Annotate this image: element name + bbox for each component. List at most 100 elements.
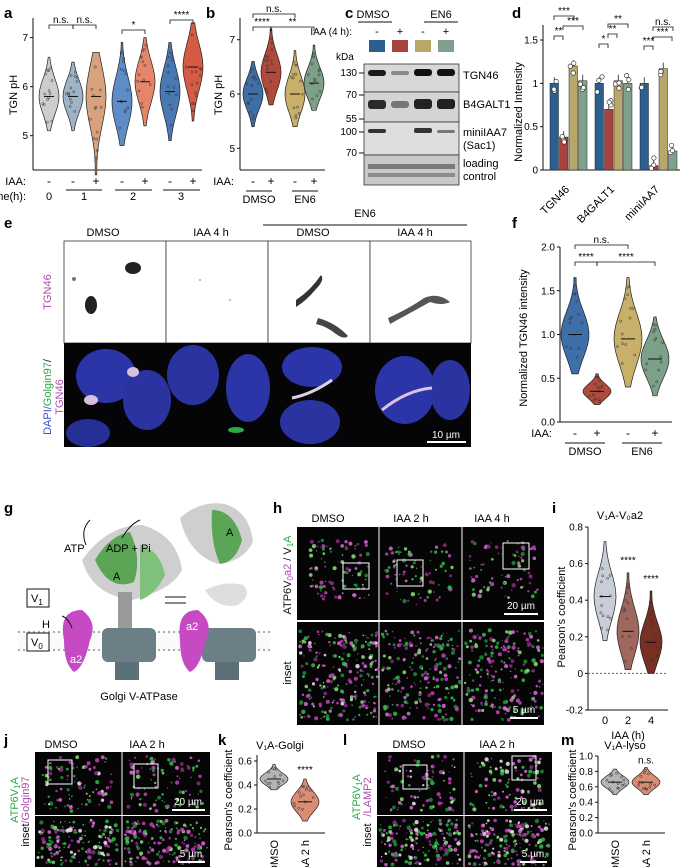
fluorescence-speckle: [432, 831, 437, 836]
fluorescence-speckle: [442, 543, 447, 547]
fluorescence-speckle: [175, 780, 180, 785]
label-v: / V: [282, 547, 294, 564]
fluorescence-speckle: [186, 829, 191, 834]
fluorescence-speckle: [199, 837, 201, 840]
fluorescence-speckle: [72, 820, 76, 824]
panel-c-kda: kDa: [336, 52, 354, 63]
golgi-spot: [127, 367, 139, 377]
fluorescence-speckle: [489, 826, 492, 829]
fluorescence-speckle: [167, 758, 171, 762]
j-roi-box: [133, 763, 159, 789]
fluorescence-speckle: [127, 829, 132, 834]
fluorescence-speckle: [349, 641, 354, 646]
fluorescence-speckle: [390, 836, 394, 840]
fluorescence-speckle: [379, 859, 383, 863]
fluorescence-speckle: [455, 818, 458, 822]
violin-a-5-point: [170, 108, 174, 111]
sig-b-2-bracket: [270, 26, 315, 31]
violin-m-0-point: [611, 790, 614, 794]
golgi-spot: [228, 427, 244, 433]
signal-blob: [125, 262, 141, 274]
panel-e-row2-label: DAPI/Golgin97/: [42, 358, 54, 435]
fluorescence-speckle: [81, 834, 83, 837]
fluorescence-speckle: [422, 846, 424, 848]
fluorescence-speckle: [126, 847, 131, 851]
fluorescence-speckle: [535, 685, 538, 688]
fluorescence-speckle: [483, 863, 487, 866]
fluorescence-speckle: [354, 697, 357, 700]
sig-d-top-2-label: n.s.: [655, 17, 671, 28]
fluorescence-speckle: [448, 688, 450, 690]
iaa-sign: +: [651, 426, 658, 440]
signal-ribbon: [296, 275, 323, 307]
fluorescence-speckle: [102, 854, 106, 857]
fluorescence-speckle: [378, 828, 383, 832]
fluorescence-speckle: [517, 654, 520, 657]
fluorescence-speckle: [445, 550, 448, 554]
violin-a-0-point: [44, 72, 48, 76]
panel-d-significance: *************n.s.******: [553, 6, 674, 50]
fluorescence-speckle: [478, 636, 482, 640]
fluorescence-speckle: [92, 821, 96, 826]
fluorescence-speckle: [414, 653, 418, 657]
sig-f-0-label: n.s.: [593, 235, 609, 246]
label-sub: 1: [13, 784, 22, 789]
fluorescence-speckle: [513, 674, 518, 679]
violin-f-2-point: [625, 286, 629, 290]
fluorescence-speckle: [354, 567, 358, 570]
fluorescence-speckle: [61, 828, 65, 833]
fluorescence-speckle: [130, 839, 134, 842]
replicate-point: [669, 142, 675, 148]
violin-k-1-point: [311, 796, 315, 799]
violin-a-5-point: [167, 71, 170, 74]
fluorescence-speckle: [505, 851, 510, 855]
fluorescence-speckle: [105, 786, 109, 790]
fluorescence-speckle: [382, 704, 388, 709]
fluorescence-speckle: [478, 765, 482, 769]
fluorescence-speckle: [451, 808, 455, 812]
fluorescence-speckle: [494, 645, 499, 649]
g-a: A: [113, 571, 121, 583]
fluorescence-speckle: [432, 639, 435, 642]
fluorescence-speckle: [38, 830, 42, 834]
fluorescence-speckle: [398, 679, 400, 681]
fluorescence-speckle: [532, 556, 537, 561]
panel-l-col-1: DMSO: [393, 739, 426, 751]
fluorescence-speckle: [392, 643, 396, 647]
violin-b-1-point: [264, 54, 268, 58]
fluorescence-speckle: [473, 566, 476, 569]
fluorescence-speckle: [109, 835, 111, 837]
fluorescence-speckle: [479, 668, 483, 672]
fluorescence-speckle: [329, 644, 331, 646]
violin-a-0-point: [50, 119, 54, 123]
fluorescence-speckle: [436, 792, 441, 797]
fluorescence-speckle: [136, 846, 140, 851]
fluorescence-speckle: [127, 850, 131, 854]
fluorescence-speckle: [308, 688, 312, 692]
fluorescence-speckle: [107, 837, 110, 840]
fluorescence-speckle: [323, 653, 327, 657]
panel-f-violins: [560, 277, 670, 405]
panel-f-ylabel: Normalized TGN46 intensity: [518, 269, 530, 407]
fluorescence-speckle: [195, 821, 199, 825]
fluorescence-speckle: [437, 698, 441, 702]
fluorescence-speckle: [507, 647, 510, 650]
fluorescence-speckle: [385, 552, 389, 556]
fluorescence-speckle: [354, 547, 357, 550]
fluorescence-speckle: [86, 761, 91, 766]
fluorescence-speckle: [321, 544, 326, 549]
fluorescence-speckle: [104, 836, 107, 839]
fluorescence-speckle: [447, 640, 450, 642]
fluorescence-speckle: [345, 641, 348, 645]
violin-i-0-point: [609, 616, 612, 620]
fluorescence-speckle: [392, 682, 394, 685]
fluorescence-speckle: [526, 830, 530, 834]
fluorescence-speckle: [314, 566, 319, 570]
replicate-point: [626, 77, 632, 83]
fluorescence-speckle: [98, 803, 101, 806]
panel-d-label: d: [512, 5, 521, 22]
fluorescence-speckle: [513, 800, 517, 804]
fluorescence-speckle: [431, 775, 434, 778]
violin-f-0-point: [575, 300, 579, 303]
fluorescence-speckle: [323, 561, 326, 564]
